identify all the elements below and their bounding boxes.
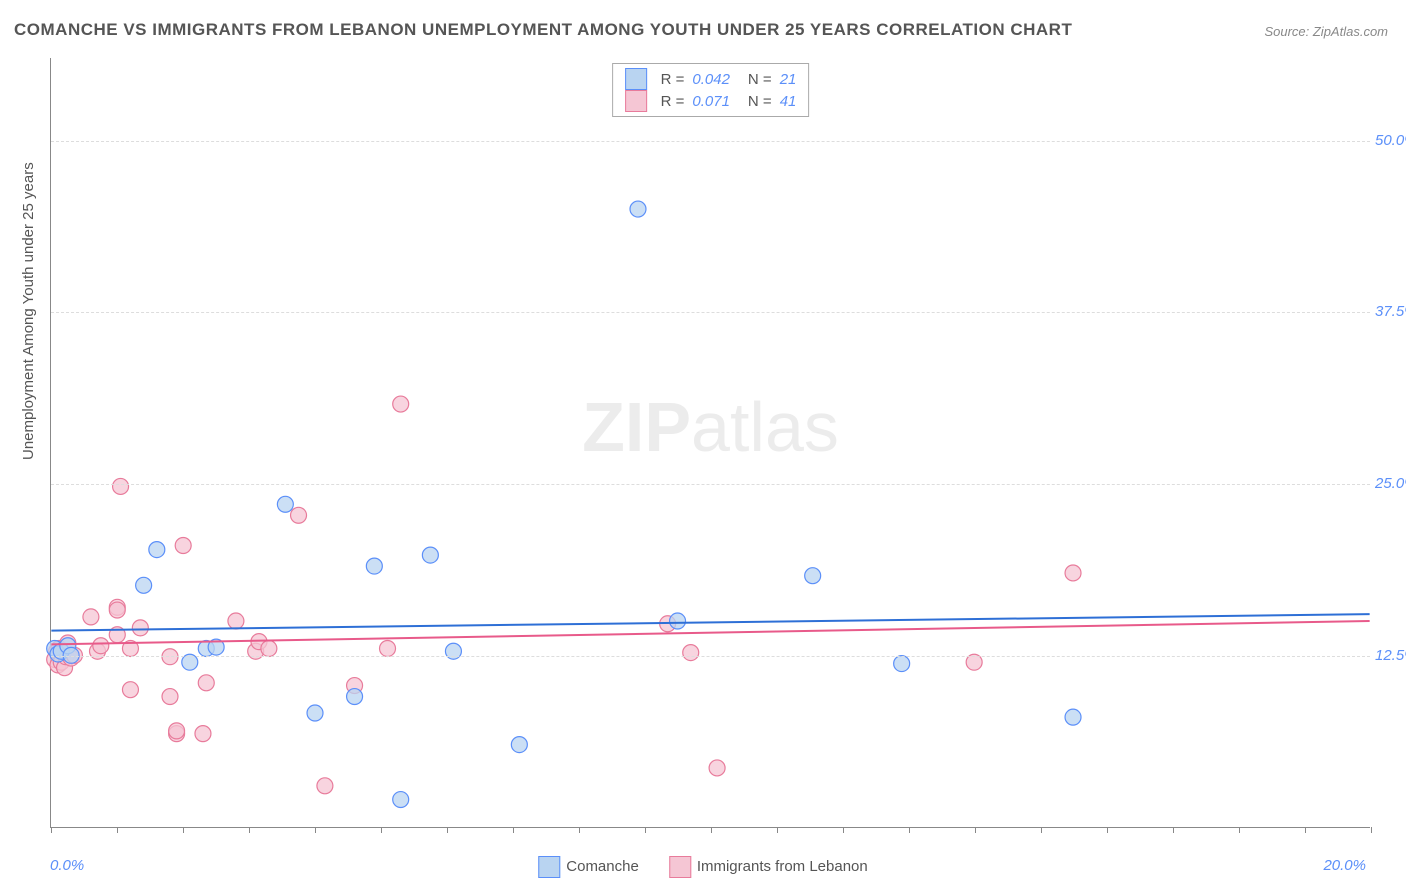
swatch-lebanon-icon: [669, 856, 691, 878]
data-point: [277, 496, 293, 512]
x-tick-mark: [249, 827, 250, 833]
x-tick-mark: [1239, 827, 1240, 833]
data-point: [228, 613, 244, 629]
x-tick-mark: [315, 827, 316, 833]
source-attribution: Source: ZipAtlas.com: [1264, 24, 1388, 39]
data-point: [347, 689, 363, 705]
plot-area: ZIPatlas R =0.042 N =21 R =0.071 N =41 1…: [50, 58, 1370, 828]
x-tick-mark: [711, 827, 712, 833]
gridline: [51, 484, 1370, 485]
x-tick-mark: [513, 827, 514, 833]
data-point: [511, 737, 527, 753]
y-tick-label: 50.0%: [1375, 132, 1406, 149]
data-point: [291, 507, 307, 523]
x-tick-mark: [51, 827, 52, 833]
data-point: [709, 760, 725, 776]
x-tick-mark: [1107, 827, 1108, 833]
data-point: [136, 577, 152, 593]
gridline: [51, 141, 1370, 142]
data-point: [261, 640, 277, 656]
x-tick-mark: [447, 827, 448, 833]
trend-line: [51, 621, 1369, 644]
data-point: [122, 682, 138, 698]
x-tick-mark: [975, 827, 976, 833]
data-point: [366, 558, 382, 574]
data-point: [149, 542, 165, 558]
data-point: [393, 396, 409, 412]
data-point: [393, 792, 409, 808]
x-tick-min: 0.0%: [50, 857, 84, 874]
x-tick-mark: [1371, 827, 1372, 833]
data-point: [83, 609, 99, 625]
legend-item-lebanon: Immigrants from Lebanon: [669, 856, 868, 878]
legend-item-comanche: Comanche: [538, 856, 639, 878]
data-point: [175, 538, 191, 554]
data-point: [93, 638, 109, 654]
data-point: [683, 645, 699, 661]
y-axis-label: Unemployment Among Youth under 25 years: [20, 162, 37, 460]
x-tick-mark: [1305, 827, 1306, 833]
x-tick-max: 20.0%: [1323, 857, 1366, 874]
y-tick-label: 25.0%: [1375, 475, 1406, 492]
data-point: [169, 723, 185, 739]
data-point: [109, 602, 125, 618]
data-point: [380, 640, 396, 656]
x-tick-mark: [645, 827, 646, 833]
data-point: [317, 778, 333, 794]
data-point: [670, 613, 686, 629]
x-tick-mark: [1173, 827, 1174, 833]
x-tick-mark: [579, 827, 580, 833]
chart-title: COMANCHE VS IMMIGRANTS FROM LEBANON UNEM…: [14, 20, 1072, 40]
x-tick-mark: [843, 827, 844, 833]
x-tick-mark: [183, 827, 184, 833]
data-point: [422, 547, 438, 563]
y-tick-label: 12.5%: [1375, 647, 1406, 664]
gridline: [51, 656, 1370, 657]
data-point: [805, 568, 821, 584]
data-point: [132, 620, 148, 636]
data-point: [195, 726, 211, 742]
x-tick-mark: [777, 827, 778, 833]
swatch-comanche-icon: [538, 856, 560, 878]
data-point: [1065, 709, 1081, 725]
x-tick-mark: [381, 827, 382, 833]
chart-container: COMANCHE VS IMMIGRANTS FROM LEBANON UNEM…: [0, 0, 1406, 892]
data-point: [113, 478, 129, 494]
data-point: [162, 689, 178, 705]
x-tick-mark: [909, 827, 910, 833]
x-tick-mark: [117, 827, 118, 833]
data-point: [307, 705, 323, 721]
gridline: [51, 312, 1370, 313]
x-tick-mark: [1041, 827, 1042, 833]
data-point: [198, 675, 214, 691]
data-point: [630, 201, 646, 217]
bottom-legend: Comanche Immigrants from Lebanon: [538, 856, 867, 878]
data-point: [1065, 565, 1081, 581]
scatter-svg: [51, 58, 1370, 827]
trend-line: [51, 614, 1369, 630]
y-tick-label: 37.5%: [1375, 303, 1406, 320]
data-point: [894, 656, 910, 672]
